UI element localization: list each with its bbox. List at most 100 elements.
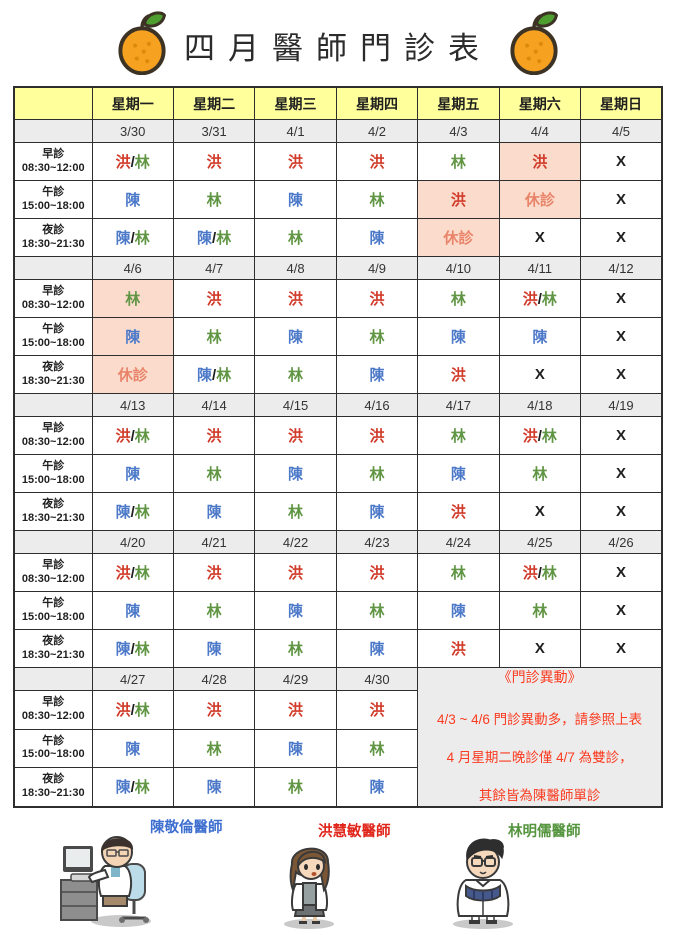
date-cell: 4/28 bbox=[172, 666, 256, 692]
time-slot-name: 夜診 bbox=[42, 223, 65, 236]
doctor-mark: X bbox=[616, 564, 627, 581]
schedule-row: 早診 08:30~12:00 洪/林洪洪洪林洪 X bbox=[13, 142, 663, 181]
notice-line: 4 月星期二晚診僅 4/7 為雙診， bbox=[446, 750, 633, 766]
doctor-mark: 洪 bbox=[115, 565, 131, 582]
schedule-cell: 陳/林 bbox=[91, 492, 174, 531]
slash-separator: / bbox=[130, 702, 135, 720]
slash-separator: / bbox=[130, 428, 135, 445]
doctor-mark: 陳 bbox=[197, 367, 213, 384]
date-cell: 4/22 bbox=[254, 530, 337, 554]
doctor-mark: X bbox=[616, 640, 627, 657]
doctor-mark: 洪 bbox=[369, 154, 385, 171]
date-cell: 4/18 bbox=[498, 393, 582, 417]
date-row: 4/20 4/21 4/22 4/23 4/24 4/25 4/26 bbox=[13, 530, 663, 554]
time-slot-cell: 夜診 18:30~21:30 bbox=[13, 492, 93, 531]
schedule-cell: 陳 bbox=[172, 767, 256, 808]
schedule-cell: 陳 bbox=[254, 317, 337, 356]
doctor-mark: 林 bbox=[369, 192, 385, 209]
doctor-mark: 陳 bbox=[115, 504, 131, 521]
schedule-cell: 洪/林 bbox=[498, 416, 582, 455]
doctor-mark: 洪 bbox=[369, 702, 385, 720]
time-slot-name: 早診 bbox=[42, 421, 65, 434]
time-slot-name: 午診 bbox=[42, 185, 65, 198]
schedule-cell: X bbox=[580, 180, 663, 219]
corner-cell bbox=[13, 86, 93, 120]
schedule-cell: 林 bbox=[254, 629, 337, 668]
time-slot-cell: 早診 08:30~12:00 bbox=[13, 279, 93, 318]
schedule-cell: 陳 bbox=[91, 317, 174, 356]
schedule-cell: 洪 bbox=[254, 416, 337, 455]
date-cell: 4/3 bbox=[417, 119, 500, 143]
notice-heading: 《門診異動》 bbox=[497, 669, 582, 685]
time-slot-cell: 午診 15:00~18:00 bbox=[13, 728, 93, 769]
date-cell: 4/9 bbox=[335, 256, 419, 280]
schedule-cell: 林 bbox=[172, 591, 256, 630]
schedule-cell: 陳 bbox=[335, 218, 419, 257]
time-slot-name: 早診 bbox=[42, 147, 65, 160]
doctor-mark: 洪 bbox=[206, 291, 222, 308]
notice-box: 《門診異動》 4/3 ~ 4/6 門診異動多，請參照上表 4 月星期二晚診僅 4/7… bbox=[417, 666, 663, 808]
doctor-name-lin: 林明儒醫師 bbox=[508, 824, 581, 840]
weekday-header: 星期三 bbox=[254, 86, 337, 120]
time-slot-hours: 15:00~18:00 bbox=[21, 748, 85, 761]
time-slot-name: 午診 bbox=[42, 734, 65, 747]
schedule-cell: X bbox=[498, 218, 582, 257]
time-slot-hours: 08:30~12:00 bbox=[21, 161, 85, 174]
schedule-cell: 洪 bbox=[172, 690, 256, 730]
schedule-cell: 洪 bbox=[417, 180, 500, 219]
schedule-cell: 洪/林 bbox=[91, 690, 174, 730]
doctor-mark: 洪 bbox=[369, 428, 385, 445]
doctor-mark: 林 bbox=[450, 291, 466, 308]
schedule-cell: 林 bbox=[172, 180, 256, 219]
doctor-mark: 洪 bbox=[522, 565, 538, 582]
doctor-mark: 陳 bbox=[206, 779, 222, 797]
date-cell: 4/2 bbox=[335, 119, 419, 143]
schedule-cell: 陳 bbox=[172, 629, 256, 668]
schedule-cell: X bbox=[498, 492, 582, 531]
doctor-mark: 洪 bbox=[288, 565, 304, 582]
slash-separator: / bbox=[537, 565, 542, 582]
schedule-cell: 林 bbox=[335, 454, 419, 493]
doctor-mark: 洪 bbox=[522, 428, 538, 445]
time-slot-cell: 夜診 18:30~21:30 bbox=[13, 218, 93, 257]
schedule-cell: 陳 bbox=[417, 454, 500, 493]
doctor-mark: 林 bbox=[134, 779, 150, 797]
schedule-cell: X bbox=[580, 416, 663, 455]
doctor-mark: 洪 bbox=[288, 291, 304, 308]
schedule-row: 早診 08:30~12:00 洪/林洪洪洪林洪/林 X bbox=[13, 416, 663, 455]
doctor-mark: 陳 bbox=[125, 329, 141, 346]
time-slot-name: 早診 bbox=[42, 558, 65, 571]
schedule-cell: 林 bbox=[498, 591, 582, 630]
doctor-mark: 洪 bbox=[206, 565, 222, 582]
schedule-cell: 休診 bbox=[498, 180, 582, 219]
time-slot-name: 早診 bbox=[42, 696, 65, 709]
schedule-cell: 陳 bbox=[91, 180, 174, 219]
doctor-mark: X bbox=[616, 290, 627, 307]
doctor-mark: 陳 bbox=[532, 329, 548, 346]
schedule-cell: 林 bbox=[335, 728, 419, 769]
doctor-mark: 陳 bbox=[288, 192, 304, 209]
date-cell: 4/16 bbox=[335, 393, 419, 417]
time-slot-hours: 15:00~18:00 bbox=[21, 610, 85, 623]
doctor-mark: 陳 bbox=[369, 504, 385, 521]
schedule-row: 午診 15:00~18:00 陳 林 陳 林 陳 陳 X bbox=[13, 317, 663, 356]
doctor-mark: 洪 bbox=[369, 565, 385, 582]
schedule-cell: 林 bbox=[335, 591, 419, 630]
date-cell: 4/23 bbox=[335, 530, 419, 554]
date-cell: 4/24 bbox=[417, 530, 500, 554]
schedule-cell: 陳 bbox=[335, 767, 419, 808]
doctor-mark: 林 bbox=[288, 367, 304, 384]
schedule-cell: 林 bbox=[172, 317, 256, 356]
time-slot-hours: 18:30~21:30 bbox=[21, 511, 85, 524]
schedule-cell: 洪 bbox=[172, 279, 256, 318]
schedule-cell: X bbox=[580, 218, 663, 257]
time-slot-hours: 08:30~12:00 bbox=[21, 572, 85, 585]
doctor-mark: 林 bbox=[369, 740, 385, 758]
schedule-cell: X bbox=[580, 279, 663, 318]
schedule-row: 早診 08:30~12:00 洪/林洪洪洪林洪/林 X bbox=[13, 553, 663, 592]
schedule-cell: 洪 bbox=[172, 553, 256, 592]
date-row-left-cell bbox=[13, 119, 93, 143]
date-cell: 4/6 bbox=[91, 256, 174, 280]
doctor-mark: 洪 bbox=[206, 428, 222, 445]
time-slot-hours: 15:00~18:00 bbox=[21, 336, 85, 349]
